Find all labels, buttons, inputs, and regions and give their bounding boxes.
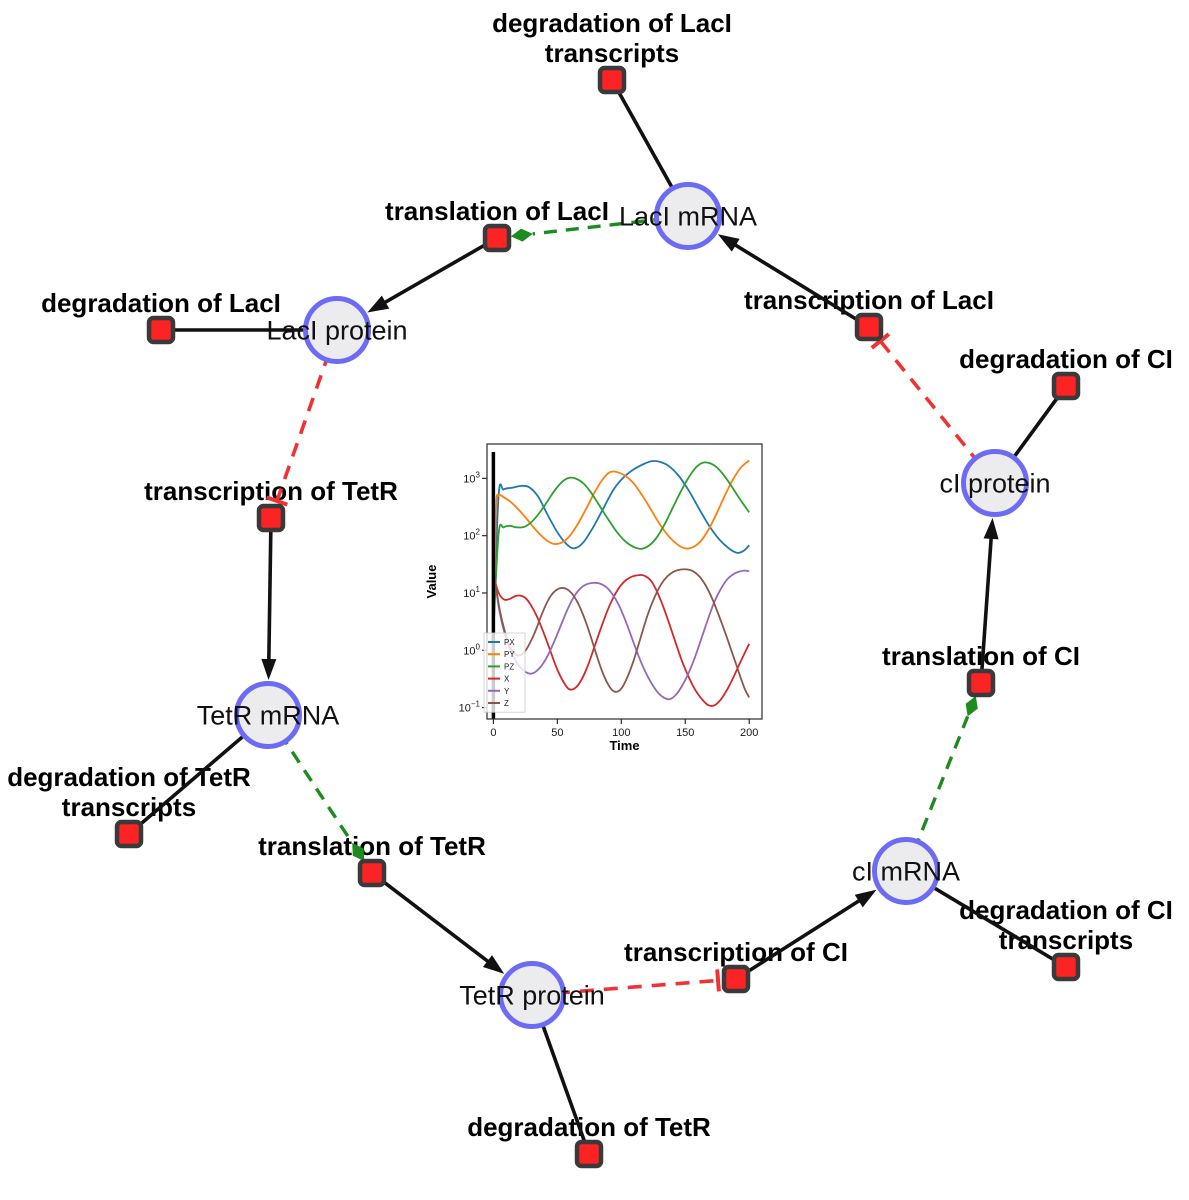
reaction-node-tx-tetr[interactable] [256, 503, 286, 533]
y-axis-label: Value [424, 565, 439, 599]
tbar-inhibitor-icon [715, 969, 721, 992]
reaction-node-tl-laci[interactable] [482, 223, 512, 253]
edge-production-tx-tetr-tetr-mrna [261, 517, 277, 681]
y-tick-label: 10−1 [459, 700, 481, 715]
reaction-label-tx-tetr: transcription of TetR [144, 476, 398, 506]
tbar-inhibitor-icon [265, 495, 289, 507]
arrowhead-icon [854, 889, 877, 908]
diamond-arrowhead-icon [352, 842, 365, 862]
x-tick-label: 0 [490, 727, 496, 739]
reaction-node-tx-ci[interactable] [721, 964, 751, 994]
chart-legend: PX PY PZ XYZ [483, 632, 526, 713]
legend-label-Z: Z [504, 699, 509, 708]
species-node-ci-mrna[interactable] [872, 837, 940, 905]
species-label-laci-protein: LacI protein [266, 316, 407, 346]
reaction-node-deg-tetr-tx[interactable] [114, 819, 144, 849]
edge-production-tl-tetr-tetr-protein [370, 871, 505, 974]
chart-frame [486, 443, 763, 720]
reaction-node-deg-tetr[interactable] [574, 1139, 604, 1169]
arrowhead-icon [367, 295, 390, 313]
species-node-laci-mrna[interactable] [654, 182, 722, 250]
reaction-label-deg-tetr: degradation of TetR [467, 1112, 711, 1142]
reaction-label-deg-ci: degradation of CI [959, 344, 1173, 374]
x-axis-label: Time [609, 738, 639, 753]
legend-box [483, 632, 526, 713]
species-labels-layer: LacI mRNA LacI protein TetR mRNA TetR prote… [197, 202, 1051, 1011]
reaction-node-tx-laci[interactable] [854, 312, 884, 342]
species-node-ci-protein[interactable] [961, 449, 1029, 517]
arrowhead-icon [261, 658, 277, 681]
series-X [492, 570, 751, 707]
reaction-label-tl-laci: translation of LacI [385, 196, 609, 226]
reaction-label-deg-laci-tx: transcripts [545, 38, 679, 68]
reaction-node-tl-tetr[interactable] [357, 858, 387, 888]
reaction-node-deg-laci[interactable] [146, 315, 176, 345]
reaction-node-tl-ci[interactable] [966, 668, 996, 698]
series-Z [492, 568, 751, 698]
species-node-laci-protein[interactable] [303, 296, 371, 364]
reaction-label-deg-tetr-tx: transcripts [62, 792, 196, 822]
edge-production-tl-laci-laci-protein [367, 236, 498, 313]
reaction-label-deg-laci: degradation of LacI [41, 288, 281, 318]
x-tick-label: 150 [676, 727, 694, 739]
species-label-ci-protein: cI protein [939, 469, 1050, 499]
y-tick-label: 102 [463, 528, 480, 543]
arrowhead-icon [717, 234, 740, 252]
tbar-inhibitor-icon [870, 332, 891, 350]
series-Y [492, 569, 750, 701]
arrowhead-icon [983, 517, 999, 540]
series-PZ [492, 461, 750, 634]
inset-chart: 0 50 100 150 20010−1100101102103TimeValuePXP… [424, 443, 763, 753]
reaction-label-tx-laci: transcription of LacI [744, 285, 994, 315]
reaction-label-tx-ci: transcription of CI [624, 937, 848, 967]
reaction-node-deg-laci-tx[interactable] [597, 65, 627, 95]
species-label-ci-mrna: cI mRNA [852, 857, 960, 887]
y-tick-label: 100 [463, 642, 480, 657]
x-tick-label: 200 [740, 727, 758, 739]
arrowhead-icon [482, 955, 505, 974]
legend-label-X: X [504, 675, 510, 684]
y-tick-label: 101 [463, 585, 480, 600]
reaction-label-deg-ci-tx: degradation of CI [959, 895, 1173, 925]
species-label-laci-mrna: LacI mRNA [619, 202, 757, 232]
reaction-label-deg-tetr-tx: degradation of TetR [7, 762, 251, 792]
legend-label-PX: PX [504, 638, 515, 647]
reaction-label-tl-tetr: translation of TetR [258, 831, 486, 861]
diamond-arrowhead-icon [510, 228, 533, 242]
diamond-arrowhead-icon [965, 696, 978, 717]
reaction-node-deg-ci-tx[interactable] [1051, 952, 1081, 982]
species-node-tetr-protein[interactable] [498, 961, 566, 1029]
x-tick-label: 100 [612, 727, 630, 739]
edge-production-tx-laci-laci-mrna [717, 234, 870, 329]
species-label-tetr-protein: TetR protein [459, 981, 605, 1011]
legend-label-PY: PY [504, 650, 515, 659]
species-node-tetr-mrna[interactable] [234, 681, 302, 749]
edge-production-tl-ci-ci-protein [979, 517, 999, 684]
species-label-tetr-mrna: TetR mRNA [197, 701, 340, 731]
legend-label-PZ: PZ [504, 662, 514, 671]
series-PY [492, 459, 750, 634]
nodes-layer [114, 65, 1081, 1169]
y-tick-label: 103 [463, 470, 480, 485]
edge-production-tx-ci-ci-mrna [735, 889, 877, 981]
x-tick-label: 50 [551, 727, 563, 739]
reaction-label-deg-laci-tx: degradation of LacI [492, 8, 732, 38]
legend-label-Y: Y [504, 687, 510, 696]
reaction-node-deg-ci[interactable] [1051, 371, 1081, 401]
